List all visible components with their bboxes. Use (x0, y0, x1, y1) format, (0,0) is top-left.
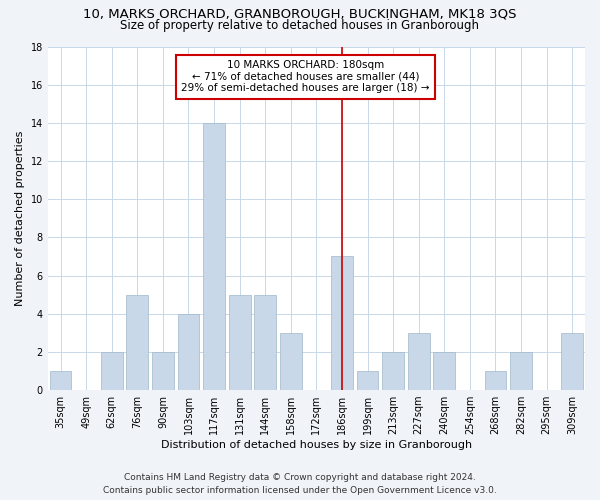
Bar (229, 294, 251, 390)
Bar (382, 352, 404, 390)
Bar (356, 371, 379, 390)
Bar (510, 352, 532, 390)
Bar (50, 371, 71, 390)
Bar (562, 333, 583, 390)
Bar (280, 333, 302, 390)
Text: Contains HM Land Registry data © Crown copyright and database right 2024.
Contai: Contains HM Land Registry data © Crown c… (103, 473, 497, 495)
Bar (254, 294, 276, 390)
Text: 10, MARKS ORCHARD, GRANBOROUGH, BUCKINGHAM, MK18 3QS: 10, MARKS ORCHARD, GRANBOROUGH, BUCKINGH… (83, 8, 517, 20)
Text: 10 MARKS ORCHARD: 180sqm
← 71% of detached houses are smaller (44)
29% of semi-d: 10 MARKS ORCHARD: 180sqm ← 71% of detach… (181, 60, 430, 94)
Bar (101, 352, 122, 390)
Bar (127, 294, 148, 390)
Text: Size of property relative to detached houses in Granborough: Size of property relative to detached ho… (121, 18, 479, 32)
Y-axis label: Number of detached properties: Number of detached properties (15, 130, 25, 306)
Bar (152, 352, 174, 390)
Bar (331, 256, 353, 390)
Bar (485, 371, 506, 390)
Bar (408, 333, 430, 390)
Bar (203, 123, 225, 390)
Bar (178, 314, 199, 390)
Bar (433, 352, 455, 390)
X-axis label: Distribution of detached houses by size in Granborough: Distribution of detached houses by size … (161, 440, 472, 450)
